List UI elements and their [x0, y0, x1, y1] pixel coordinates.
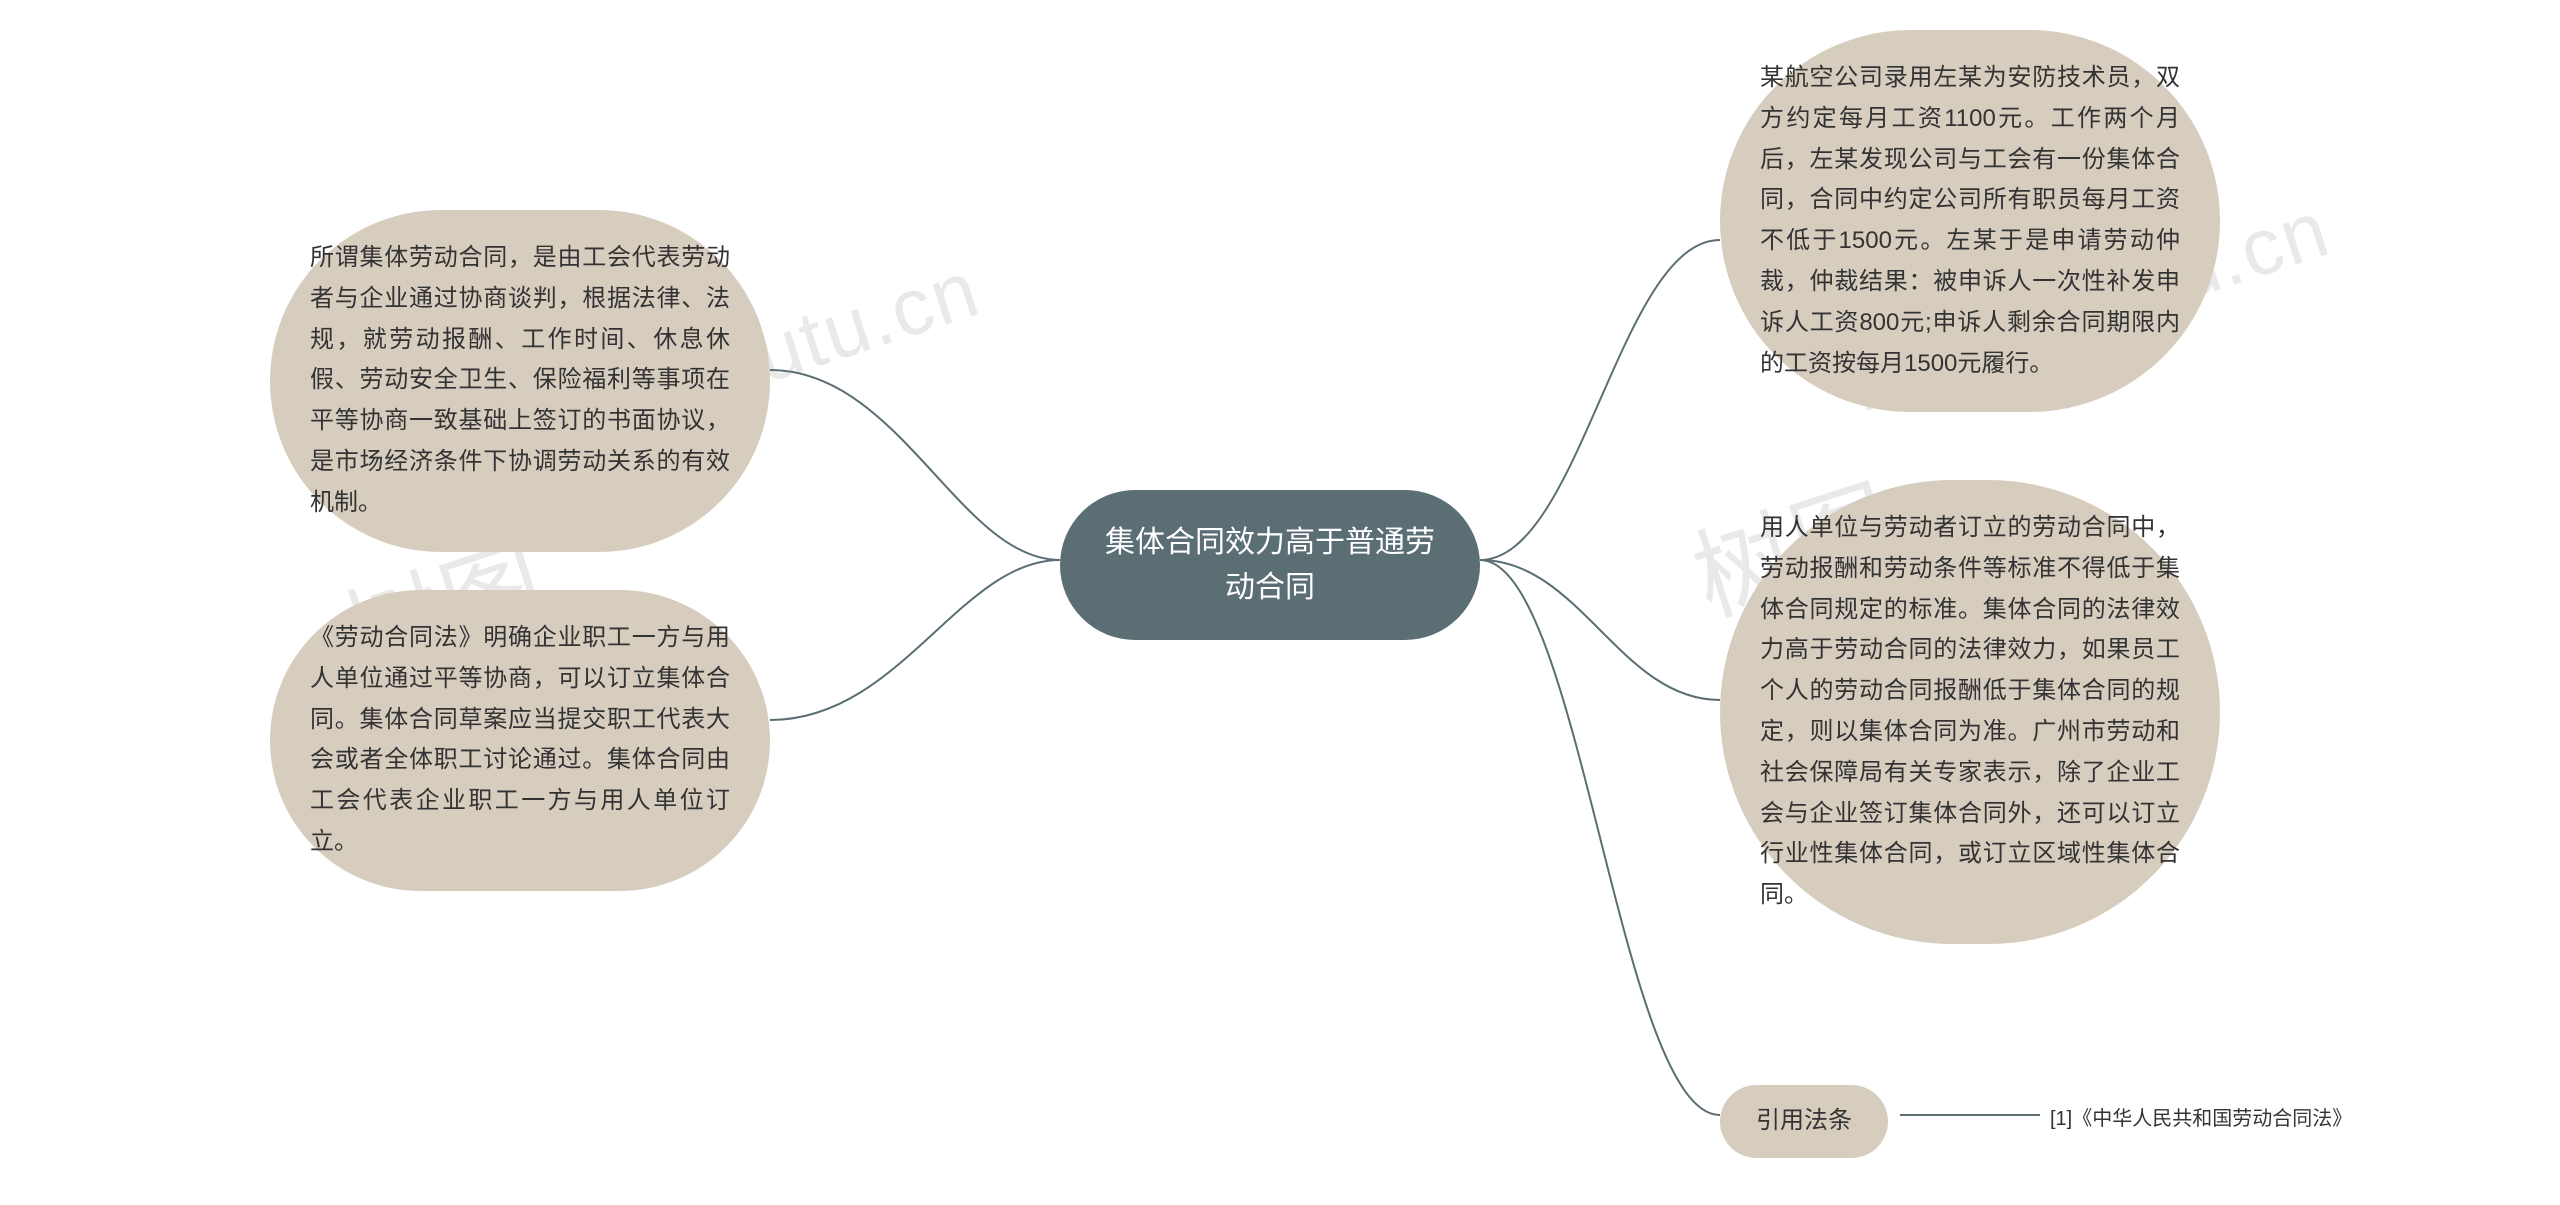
left-node-2: 《劳动合同法》明确企业职工一方与用人单位通过平等协商，可以订立集体合同。集体合同…	[270, 590, 770, 891]
right-node-3: 引用法条	[1720, 1085, 1888, 1158]
left-node-1: 所谓集体劳动合同，是由工会代表劳动者与企业通过协商谈判，根据法律、法规，就劳动报…	[270, 210, 770, 552]
center-text: 集体合同效力高于普通劳动合同	[1105, 526, 1435, 604]
left-node-2-text: 《劳动合同法》明确企业职工一方与用人单位通过平等协商，可以订立集体合同。集体合同…	[310, 624, 730, 855]
right-node-2: 用人单位与劳动者订立的劳动合同中，劳动报酬和劳动条件等标准不得低于集体合同规定的…	[1720, 480, 2220, 944]
left-node-1-text: 所谓集体劳动合同，是由工会代表劳动者与企业通过协商谈判，根据法律、法规，就劳动报…	[310, 244, 730, 516]
right-node-2-text: 用人单位与劳动者订立的劳动合同中，劳动报酬和劳动条件等标准不得低于集体合同规定的…	[1760, 514, 2180, 908]
right-node-1-text: 某航空公司录用左某为安防技术员，双方约定每月工资1100元。工作两个月后，左某发…	[1760, 64, 2180, 377]
right-node-1: 某航空公司录用左某为安防技术员，双方约定每月工资1100元。工作两个月后，左某发…	[1720, 30, 2220, 412]
right-node-3-text: 引用法条	[1756, 1107, 1852, 1134]
reference-text: [1]《中华人民共和国劳动合同法》	[2050, 1102, 2352, 1131]
center-node: 集体合同效力高于普通劳动合同	[1060, 490, 1480, 640]
